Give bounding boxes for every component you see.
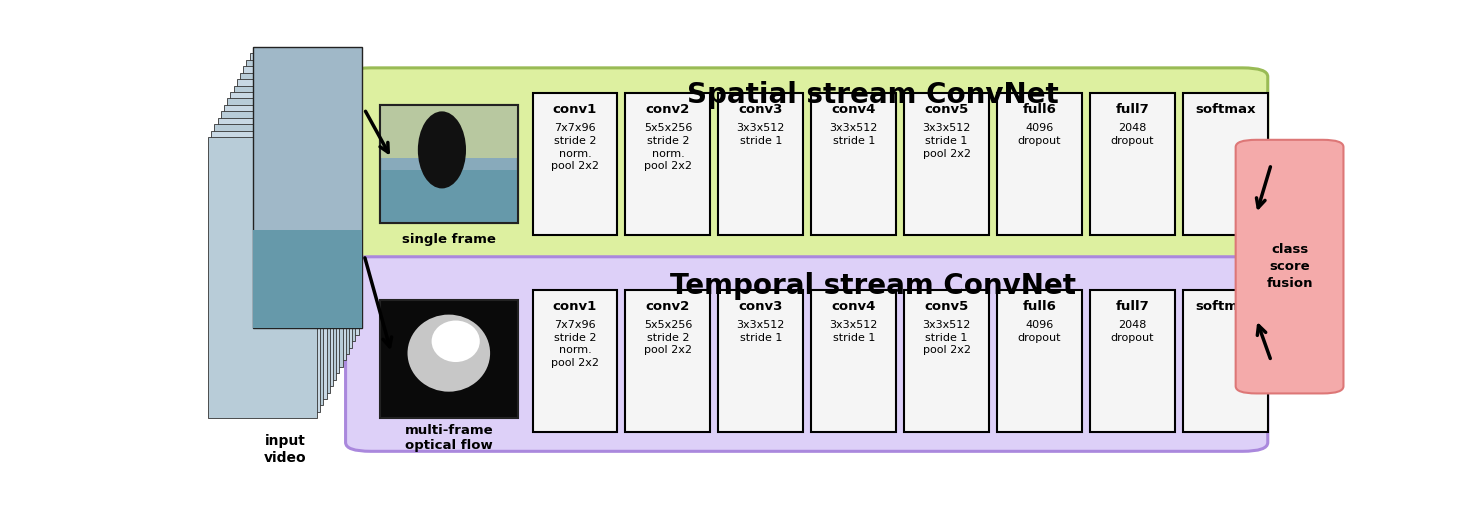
FancyBboxPatch shape <box>1089 93 1175 235</box>
Text: 7x7x96
stride 2
norm.
pool 2x2: 7x7x96 stride 2 norm. pool 2x2 <box>551 123 599 171</box>
FancyBboxPatch shape <box>253 47 363 328</box>
Text: conv5: conv5 <box>925 103 969 116</box>
FancyBboxPatch shape <box>1183 93 1268 235</box>
Text: conv5: conv5 <box>925 300 969 313</box>
Text: conv2: conv2 <box>645 300 690 313</box>
FancyBboxPatch shape <box>380 105 518 158</box>
FancyBboxPatch shape <box>391 307 512 408</box>
Text: conv2: conv2 <box>645 103 690 116</box>
Text: 2048
dropout: 2048 dropout <box>1110 123 1154 146</box>
FancyBboxPatch shape <box>380 170 518 223</box>
Ellipse shape <box>432 321 480 362</box>
FancyBboxPatch shape <box>215 124 323 406</box>
FancyBboxPatch shape <box>240 73 349 354</box>
Text: conv1: conv1 <box>554 300 596 313</box>
FancyBboxPatch shape <box>250 53 358 335</box>
Text: conv3: conv3 <box>739 103 783 116</box>
Text: 2048
dropout: 2048 dropout <box>1110 320 1154 342</box>
FancyBboxPatch shape <box>218 117 327 399</box>
FancyBboxPatch shape <box>718 93 804 235</box>
Text: full6: full6 <box>1023 300 1057 313</box>
Text: 3x3x512
stride 1
pool 2x2: 3x3x512 stride 1 pool 2x2 <box>922 123 971 159</box>
Text: conv4: conv4 <box>832 103 876 116</box>
FancyBboxPatch shape <box>533 93 617 235</box>
FancyBboxPatch shape <box>718 290 804 432</box>
Text: Spatial stream ConvNet: Spatial stream ConvNet <box>687 81 1060 109</box>
Ellipse shape <box>417 111 466 188</box>
Text: full6: full6 <box>1023 103 1057 116</box>
FancyBboxPatch shape <box>1183 290 1268 432</box>
Text: 4096
dropout: 4096 dropout <box>1018 123 1061 146</box>
Text: multi-frame
optical flow: multi-frame optical flow <box>404 424 493 453</box>
Text: 3x3x512
stride 1: 3x3x512 stride 1 <box>829 320 878 342</box>
FancyBboxPatch shape <box>811 93 897 235</box>
FancyBboxPatch shape <box>811 290 897 432</box>
Text: class
score
fusion: class score fusion <box>1267 243 1313 290</box>
FancyBboxPatch shape <box>253 230 363 328</box>
Text: input
video: input video <box>263 434 306 465</box>
Text: 3x3x512
stride 1: 3x3x512 stride 1 <box>737 320 784 342</box>
Text: 4096
dropout: 4096 dropout <box>1018 320 1061 342</box>
Ellipse shape <box>407 315 490 392</box>
FancyBboxPatch shape <box>1089 290 1175 432</box>
FancyBboxPatch shape <box>231 92 339 373</box>
FancyBboxPatch shape <box>626 93 710 235</box>
FancyBboxPatch shape <box>207 137 317 418</box>
FancyBboxPatch shape <box>234 86 342 367</box>
Text: 3x3x512
stride 1
pool 2x2: 3x3x512 stride 1 pool 2x2 <box>922 320 971 355</box>
FancyBboxPatch shape <box>346 257 1268 452</box>
FancyBboxPatch shape <box>212 130 320 412</box>
FancyBboxPatch shape <box>237 79 346 361</box>
Text: conv1: conv1 <box>554 103 596 116</box>
Text: Temporal stream ConvNet: Temporal stream ConvNet <box>670 271 1076 300</box>
FancyBboxPatch shape <box>1236 140 1344 394</box>
FancyBboxPatch shape <box>243 66 352 348</box>
Text: 7x7x96
stride 2
norm.
pool 2x2: 7x7x96 stride 2 norm. pool 2x2 <box>551 320 599 369</box>
Text: softmax: softmax <box>1194 300 1255 313</box>
FancyBboxPatch shape <box>626 290 710 432</box>
Text: 5x5x256
stride 2
pool 2x2: 5x5x256 stride 2 pool 2x2 <box>644 320 693 355</box>
FancyBboxPatch shape <box>998 93 1082 235</box>
Text: 3x3x512
stride 1: 3x3x512 stride 1 <box>737 123 784 146</box>
Text: single frame: single frame <box>403 233 496 246</box>
Text: full7: full7 <box>1116 103 1150 116</box>
Text: 3x3x512
stride 1: 3x3x512 stride 1 <box>829 123 878 146</box>
FancyBboxPatch shape <box>998 290 1082 432</box>
FancyBboxPatch shape <box>223 105 333 386</box>
FancyBboxPatch shape <box>346 68 1268 258</box>
Text: 5x5x256
stride 2
norm.
pool 2x2: 5x5x256 stride 2 norm. pool 2x2 <box>644 123 693 171</box>
FancyBboxPatch shape <box>380 105 518 223</box>
Text: softmax: softmax <box>1194 103 1255 116</box>
FancyBboxPatch shape <box>904 290 989 432</box>
Text: conv4: conv4 <box>832 300 876 313</box>
FancyBboxPatch shape <box>904 93 989 235</box>
Text: conv3: conv3 <box>739 300 783 313</box>
FancyBboxPatch shape <box>221 111 330 393</box>
Text: full7: full7 <box>1116 300 1150 313</box>
FancyBboxPatch shape <box>253 47 363 328</box>
FancyBboxPatch shape <box>247 60 355 341</box>
FancyBboxPatch shape <box>380 300 518 418</box>
FancyBboxPatch shape <box>533 290 617 432</box>
FancyBboxPatch shape <box>228 99 336 380</box>
